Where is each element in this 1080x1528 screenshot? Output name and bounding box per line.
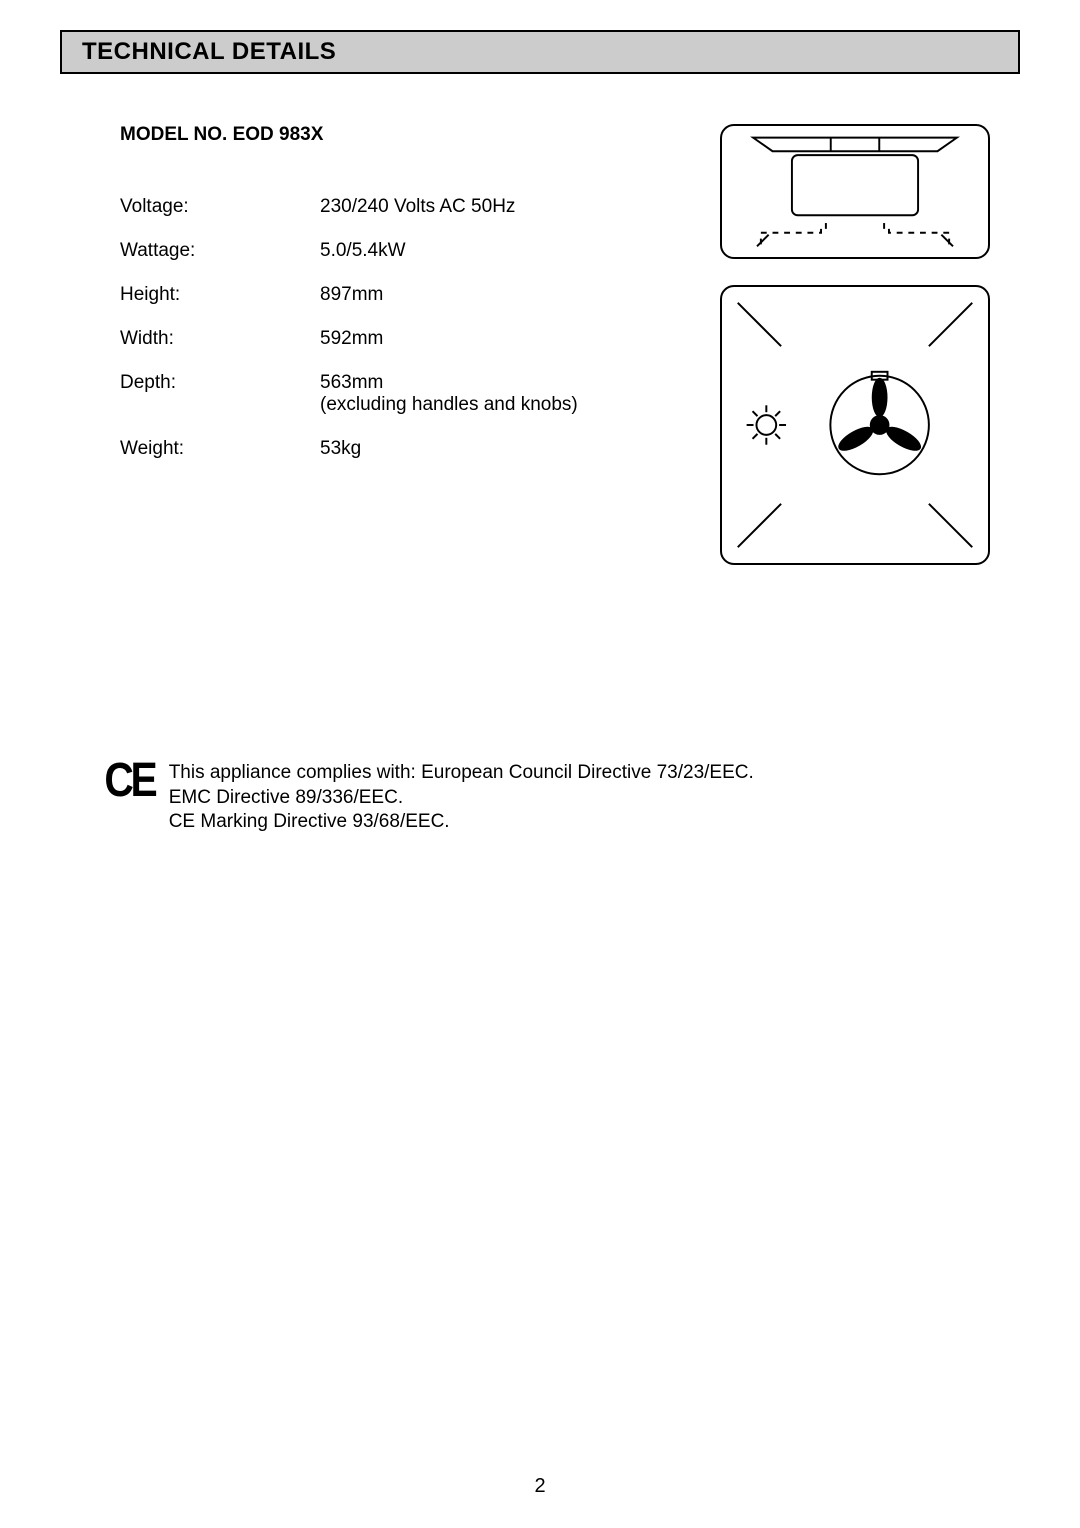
spec-value: 897mm: [320, 284, 578, 328]
spec-row: Depth:563mm(excluding handles and knobs): [120, 372, 578, 438]
spec-label: Width:: [120, 328, 320, 372]
model-number: MODEL NO. EOD 983X: [120, 124, 700, 146]
specs-table: Voltage:230/240 Volts AC 50HzWattage:5.0…: [120, 196, 578, 482]
spec-label: Weight:: [120, 438, 320, 482]
spec-value: 5.0/5.4kW: [320, 240, 578, 284]
spec-value: 592mm: [320, 328, 578, 372]
page: TECHNICAL DETAILS MODEL NO. EOD 983X Vol…: [0, 0, 1080, 1528]
specs-column: MODEL NO. EOD 983X Voltage:230/240 Volts…: [60, 124, 700, 482]
spec-row: Wattage:5.0/5.4kW: [120, 240, 578, 284]
spec-row: Voltage:230/240 Volts AC 50Hz: [120, 196, 578, 240]
ce-mark-icon: CΕ: [104, 757, 154, 805]
spec-value: 230/240 Volts AC 50Hz: [320, 196, 578, 240]
spec-label: Depth:: [120, 372, 320, 438]
spec-row: Weight:53kg: [120, 438, 578, 482]
diagram-top-view: [720, 124, 990, 259]
compliance-text: This appliance complies with: European C…: [169, 761, 754, 835]
spec-label: Voltage:: [120, 196, 320, 240]
spec-value: 53kg: [320, 438, 578, 482]
spec-value: 563mm(excluding handles and knobs): [320, 372, 578, 438]
section-header: TECHNICAL DETAILS: [60, 30, 1020, 74]
spec-label: Height:: [120, 284, 320, 328]
compliance-block: CΕ This appliance complies with: Europea…: [60, 761, 1020, 835]
diagram-rear-view: [720, 285, 990, 565]
spec-row: Height:897mm: [120, 284, 578, 328]
spec-label: Wattage:: [120, 240, 320, 284]
oven-rear-schematic-icon: [722, 287, 988, 563]
spec-row: Width:592mm: [120, 328, 578, 372]
page-number: 2: [0, 1475, 1080, 1498]
oven-top-schematic-icon: [722, 126, 988, 257]
diagrams-column: [720, 124, 1020, 591]
content-row: MODEL NO. EOD 983X Voltage:230/240 Volts…: [60, 124, 1020, 591]
